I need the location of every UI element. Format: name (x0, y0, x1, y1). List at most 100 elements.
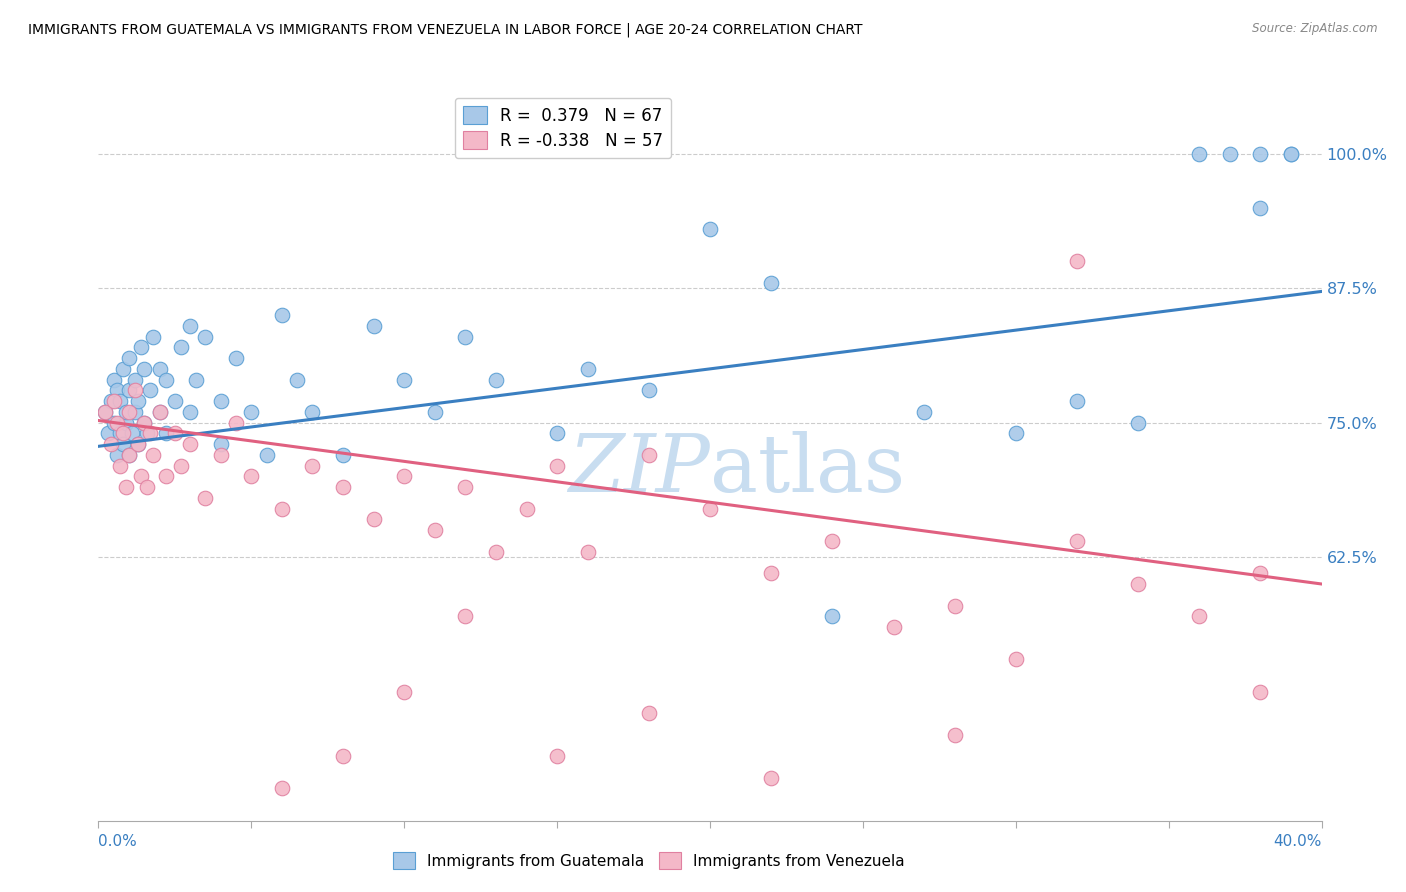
Point (129, 469, 152, 483)
Point (134, 416, 156, 430)
Point (100, 437, 122, 451)
Point (118, 448, 141, 462)
Text: ZIP: ZIP (568, 431, 710, 508)
Point (943, 599, 966, 613)
Point (155, 469, 177, 483)
Text: 40.0%: 40.0% (1274, 834, 1322, 849)
Point (423, 523, 446, 537)
Point (270, 308, 292, 322)
Point (1188, 146, 1211, 161)
Point (270, 781, 292, 796)
Point (170, 458, 193, 473)
Point (103, 394, 125, 409)
Point (93, 405, 115, 419)
Point (485, 373, 508, 387)
Point (134, 416, 156, 430)
Point (821, 609, 844, 624)
Text: atlas: atlas (710, 431, 905, 508)
Point (194, 491, 217, 505)
Point (759, 566, 782, 581)
Point (163, 426, 186, 441)
Point (136, 480, 159, 494)
Point (124, 405, 146, 419)
Point (105, 384, 128, 398)
Point (149, 405, 172, 419)
Point (139, 384, 162, 398)
Point (179, 405, 201, 419)
Point (546, 426, 568, 441)
Point (240, 469, 263, 483)
Point (111, 362, 134, 376)
Point (1279, 146, 1302, 161)
Point (129, 340, 152, 354)
Point (392, 373, 416, 387)
Point (637, 706, 661, 720)
Point (149, 405, 172, 419)
Point (127, 394, 149, 409)
Point (392, 684, 416, 698)
Point (118, 448, 141, 462)
Point (179, 437, 201, 451)
Point (943, 728, 966, 742)
Point (134, 362, 156, 376)
Point (546, 749, 568, 764)
Point (454, 329, 477, 343)
Point (124, 384, 146, 398)
Point (546, 458, 568, 473)
Point (363, 512, 385, 526)
Point (1004, 652, 1026, 666)
Point (149, 362, 172, 376)
Point (637, 448, 661, 462)
Legend: Immigrants from Guatemala, Immigrants from Venezuela: Immigrants from Guatemala, Immigrants fr… (387, 847, 911, 875)
Point (1279, 146, 1302, 161)
Point (285, 373, 308, 387)
Point (209, 448, 232, 462)
Point (225, 351, 247, 365)
Point (127, 437, 149, 451)
Point (124, 373, 146, 387)
Point (270, 501, 292, 516)
Point (699, 222, 721, 236)
Point (301, 458, 323, 473)
Point (1128, 416, 1150, 430)
Point (111, 426, 134, 441)
Point (186, 373, 208, 387)
Point (1219, 146, 1241, 161)
Point (118, 405, 141, 419)
Point (1066, 533, 1088, 548)
Point (392, 469, 416, 483)
Point (170, 340, 193, 354)
Point (821, 533, 844, 548)
Point (103, 373, 125, 387)
Point (759, 276, 782, 290)
Point (301, 405, 323, 419)
Point (240, 405, 263, 419)
Point (332, 480, 354, 494)
Point (139, 426, 162, 441)
Text: IMMIGRANTS FROM GUATEMALA VS IMMIGRANTS FROM VENEZUELA IN LABOR FORCE | AGE 20-2: IMMIGRANTS FROM GUATEMALA VS IMMIGRANTS … (28, 22, 863, 37)
Point (454, 609, 477, 624)
Point (115, 416, 138, 430)
Point (1249, 684, 1271, 698)
Point (108, 394, 131, 409)
Point (256, 448, 278, 462)
Point (759, 771, 782, 785)
Point (912, 405, 935, 419)
Point (485, 545, 508, 559)
Point (163, 394, 186, 409)
Point (179, 318, 201, 333)
Point (1066, 254, 1088, 268)
Point (194, 329, 217, 343)
Point (1249, 201, 1271, 215)
Point (93, 405, 115, 419)
Point (155, 426, 177, 441)
Point (363, 318, 385, 333)
Point (136, 426, 159, 441)
Point (454, 480, 477, 494)
Point (209, 394, 232, 409)
Point (883, 620, 905, 634)
Point (1249, 146, 1271, 161)
Point (1188, 609, 1211, 624)
Point (127, 437, 149, 451)
Point (1249, 566, 1271, 581)
